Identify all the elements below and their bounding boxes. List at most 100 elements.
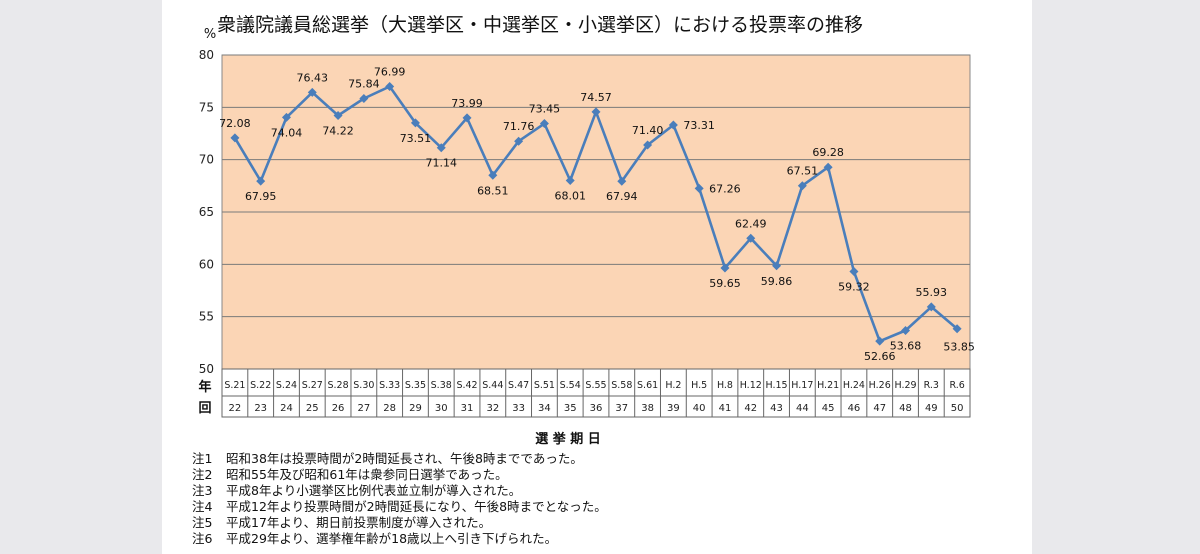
data-label: 73.51 [400, 132, 432, 145]
x-tick-label-year: S.24 [276, 380, 297, 391]
note-key: 注3 [192, 483, 213, 498]
data-point [746, 233, 756, 243]
data-point [307, 87, 317, 97]
data-point [823, 162, 833, 172]
data-point [926, 302, 936, 312]
x-tick-label-round: 26 [332, 403, 345, 414]
data-point [617, 176, 627, 186]
data-label: 73.99 [451, 97, 483, 110]
x-tick-label-year: H.24 [843, 380, 865, 391]
x-tick-label-round: 36 [590, 403, 603, 414]
data-label: 74.04 [271, 126, 303, 139]
note-text: 平成29年より、選挙権年齢が18歳以上へ引き下げられた。 [226, 531, 558, 546]
x-tick-label-year: S.44 [482, 380, 503, 391]
data-point [359, 94, 369, 104]
note-text: 平成17年より、期日前投票制度が導入された。 [226, 515, 492, 530]
data-label: 71.40 [632, 124, 664, 137]
x-tick-label-year: S.28 [327, 380, 348, 391]
y-tick-label: 55 [199, 310, 214, 324]
x-tick-label-round: 39 [667, 403, 680, 414]
x-tick-label-year: H.2 [665, 380, 681, 391]
note-line: 注1 昭和38年は投票時間が2時間延長され、午後8時までであった。 [192, 448, 583, 467]
data-label: 67.51 [787, 165, 819, 178]
data-point [901, 325, 911, 335]
x-tick-label-year: R.3 [924, 380, 939, 391]
x-tick-label-round: 22 [229, 403, 242, 414]
data-label: 59.65 [709, 277, 741, 290]
x-tick-label-year: H.8 [717, 380, 733, 391]
x-tick-label-round: 31 [461, 403, 474, 414]
data-label: 59.32 [838, 280, 870, 293]
data-point [436, 143, 446, 153]
x-tick-label-year: S.27 [302, 380, 323, 391]
data-point [230, 133, 240, 143]
x-tick-label-round: 28 [383, 403, 396, 414]
x-tick-label-year: S.54 [560, 380, 581, 391]
data-point [952, 324, 962, 334]
data-point [256, 176, 266, 186]
x-tick-label-year: S.58 [611, 380, 632, 391]
x-tick-label-round: 45 [822, 403, 835, 414]
note-key: 注1 [192, 451, 213, 466]
year-row-label: 年 [198, 379, 211, 395]
data-label: 71.14 [425, 157, 457, 170]
data-label: 55.93 [916, 286, 948, 299]
x-tick-label-year: R.6 [949, 380, 964, 391]
data-label: 75.84 [348, 78, 380, 91]
x-tick-label-round: 42 [744, 403, 757, 414]
data-label: 67.26 [709, 182, 741, 195]
data-label: 76.99 [374, 66, 406, 79]
x-tick-label-round: 30 [435, 403, 448, 414]
x-tick-label-year: S.38 [431, 380, 452, 391]
data-label: 69.28 [812, 146, 844, 159]
x-tick-label-round: 43 [770, 403, 783, 414]
data-label: 52.66 [864, 350, 896, 363]
x-tick-label-round: 29 [409, 403, 422, 414]
x-tick-label-year: S.30 [353, 380, 374, 391]
x-tick-label-year: H.5 [691, 380, 707, 391]
data-point [539, 119, 549, 129]
note-line: 注4 平成12年より投票時間が2時間延長になり、午後8時までとなった。 [192, 496, 607, 515]
y-tick-label: 80 [199, 48, 214, 62]
note-text: 平成8年より小選挙区比例代表並立制が導入された。 [226, 483, 522, 498]
data-label: 73.45 [529, 103, 561, 116]
x-tick-label-year: S.42 [456, 380, 477, 391]
data-label: 53.85 [943, 341, 975, 354]
y-tick-label: 75 [199, 100, 214, 114]
data-point [643, 140, 653, 150]
data-point [772, 261, 782, 271]
data-label: 62.49 [735, 217, 767, 230]
x-tick-label-year: H.17 [791, 380, 813, 391]
x-tick-label-round: 32 [486, 403, 499, 414]
data-point [694, 183, 704, 193]
data-label: 72.08 [219, 117, 251, 130]
note-key: 注2 [192, 467, 213, 482]
note-text: 平成12年より投票時間が2時間延長になり、午後8時までとなった。 [226, 499, 607, 514]
data-point [385, 82, 395, 92]
note-line: 注5 平成17年より、期日前投票制度が導入された。 [192, 512, 491, 531]
note-key: 注5 [192, 515, 213, 530]
x-tick-label-year: S.55 [585, 380, 606, 391]
x-tick-label-round: 40 [693, 403, 706, 414]
x-tick-label-round: 25 [306, 403, 319, 414]
note-line: 注3 平成8年より小選挙区比例代表並立制が導入された。 [192, 480, 521, 499]
x-tick-label-round: 33 [512, 403, 525, 414]
data-point [875, 336, 885, 346]
data-label: 74.57 [580, 91, 612, 104]
y-tick-label: 50 [199, 362, 214, 376]
data-label: 53.68 [890, 339, 922, 352]
x-tick-label-round: 27 [357, 403, 370, 414]
x-tick-label-round: 47 [873, 403, 886, 414]
x-tick-label-round: 37 [615, 403, 628, 414]
x-tick-label-year: S.33 [379, 380, 400, 391]
note-text: 昭和55年及び昭和61年は衆参同日選挙であった。 [226, 467, 508, 482]
x-tick-label-round: 41 [719, 403, 732, 414]
data-label: 73.31 [683, 119, 715, 132]
note-key: 注4 [192, 499, 213, 514]
x-tick-label-year: S.47 [508, 380, 529, 391]
x-tick-label-round: 23 [254, 403, 267, 414]
data-point [333, 110, 343, 120]
plot-area: 50 55 60 65 70 75 80 年回 S.21 22 S.22 23 S.24 24 S.27 25… [198, 48, 975, 418]
x-tick-label-round: 34 [538, 403, 551, 414]
